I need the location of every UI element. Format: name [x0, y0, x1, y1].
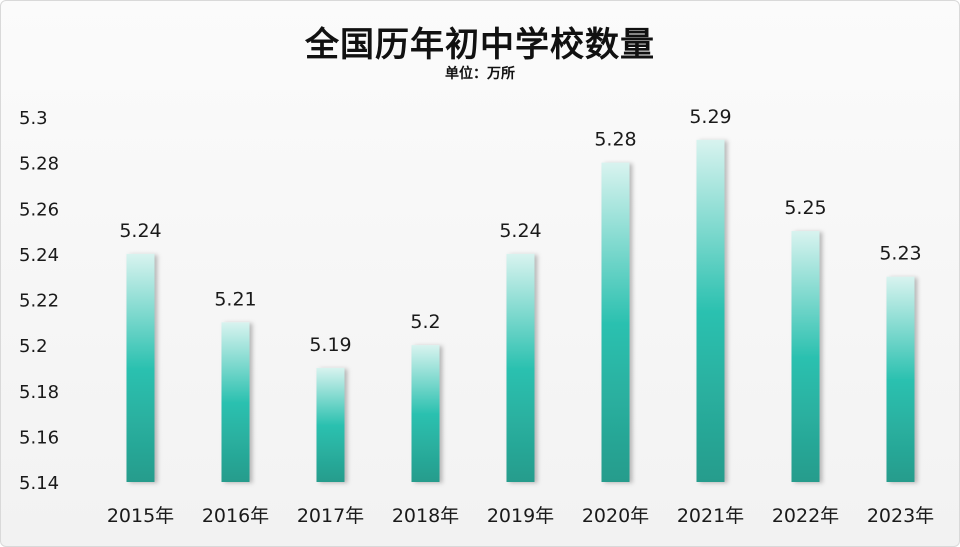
x-tick-label: 2016年 — [202, 505, 269, 527]
x-tick-label: 2023年 — [867, 505, 934, 527]
y-tick-label: 5.2 — [19, 336, 48, 357]
bar — [411, 345, 440, 482]
y-tick-label: 5.24 — [19, 245, 59, 266]
x-tick-label: 2017年 — [297, 505, 364, 527]
data-label: 5.24 — [499, 220, 541, 242]
bar — [886, 276, 915, 482]
chart-title: 全国历年初中学校数量 — [305, 25, 655, 65]
data-label: 5.24 — [119, 220, 161, 242]
y-axis: 5.14 5.16 5.18 5.2 5.22 5.24 5.26 5.28 5.3 — [19, 108, 59, 494]
bar — [696, 139, 725, 482]
data-label: 5.29 — [689, 106, 731, 128]
y-tick-label: 5.16 — [19, 427, 59, 448]
x-tick-label: 2018年 — [392, 505, 459, 527]
bars: 5.24 5.21 5.19 5.2 5.24 5.28 5.29 5.25 5.23 — [119, 106, 922, 482]
y-tick-label: 5.26 — [19, 199, 59, 220]
data-label: 5.23 — [879, 243, 921, 265]
data-label: 5.2 — [410, 311, 440, 333]
x-tick-label: 2019年 — [487, 505, 554, 527]
chart-subtitle: 单位：万所 — [445, 66, 515, 82]
y-tick-label: 5.22 — [19, 291, 59, 312]
y-tick-label: 5.3 — [19, 108, 48, 129]
y-tick-label: 5.14 — [19, 473, 59, 494]
x-tick-label: 2020年 — [582, 505, 649, 527]
y-tick-label: 5.18 — [19, 382, 59, 403]
bar — [126, 253, 155, 482]
bar — [791, 231, 820, 482]
bar — [221, 322, 250, 482]
bar — [601, 162, 630, 482]
x-axis: 2015年 2016年 2017年 2018年 2019年 2020年 2021年 2022年… — [107, 505, 934, 527]
data-label: 5.25 — [784, 197, 826, 219]
bar — [506, 253, 535, 482]
data-label: 5.28 — [594, 129, 636, 151]
x-tick-label: 2021年 — [677, 505, 744, 527]
data-label: 5.21 — [214, 288, 256, 310]
bar — [316, 367, 345, 482]
x-tick-label: 2022年 — [772, 505, 839, 527]
x-tick-label: 2015年 — [107, 505, 174, 527]
y-tick-label: 5.28 — [19, 154, 59, 175]
data-label: 5.19 — [309, 334, 351, 356]
